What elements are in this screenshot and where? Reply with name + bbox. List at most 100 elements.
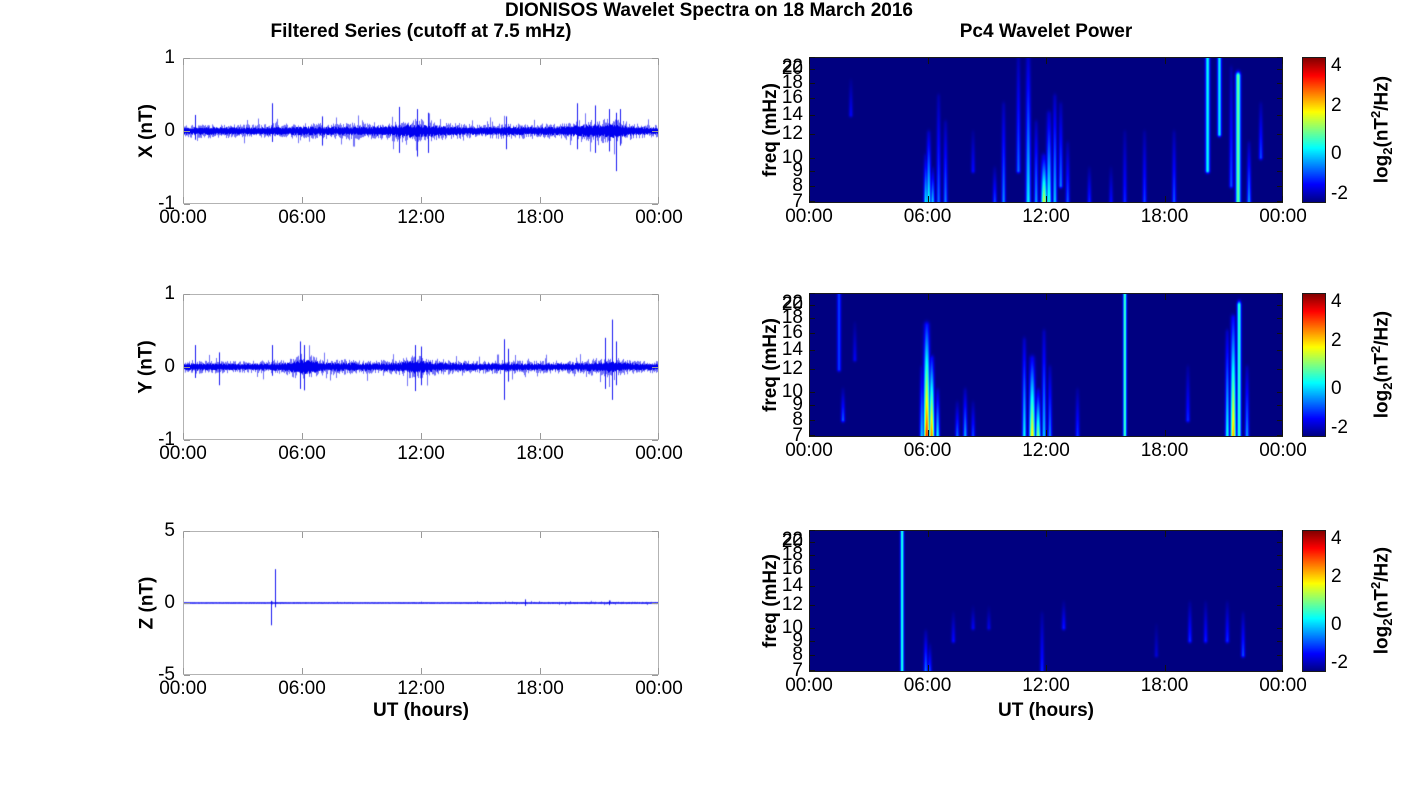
x-tick-label: 18:00 xyxy=(516,207,564,228)
main-title: DIONISOS Wavelet Spectra on 18 March 201… xyxy=(505,0,913,21)
freq-tick-label: 8 xyxy=(792,409,803,431)
x-tick-label: 06:00 xyxy=(903,440,952,461)
freq-tick-label: 10 xyxy=(781,616,803,638)
freq-tick-label: 12 xyxy=(781,358,803,380)
x-tick-label: 00:00 xyxy=(159,207,207,228)
ut-axis-label-left: UT (hours) xyxy=(372,700,470,721)
y-tick-label: 1 xyxy=(164,283,175,304)
x-series-plot xyxy=(183,58,659,204)
colorbar-z xyxy=(1302,530,1326,672)
colorbar-label: log2(nT2/Hz) xyxy=(1368,76,1396,184)
colorbar-tick-label: 0 xyxy=(1331,378,1342,399)
left-subtitle: Filtered Series (cutoff at 7.5 mHz) xyxy=(270,21,572,42)
freq-tick-label: 8 xyxy=(792,644,803,666)
wavelet-panel-x xyxy=(809,57,1283,203)
y-series-plot xyxy=(183,294,659,440)
x-tick-label: 00:00 xyxy=(635,678,683,699)
colorbar-tick-label: 2 xyxy=(1331,94,1342,116)
freq-tick-label: 9 xyxy=(792,394,803,416)
freq-tick-label: 14 xyxy=(781,338,803,360)
x-tick-label: 00:00 xyxy=(635,443,683,464)
series-panel-x xyxy=(183,58,659,204)
x-tick-label: 12:00 xyxy=(1022,206,1070,227)
x-tick-label: 00:00 xyxy=(1259,206,1307,227)
colorbar-tick-label: -2 xyxy=(1331,183,1348,204)
colorbar-gradient xyxy=(1302,293,1326,437)
y-tick-label: -1 xyxy=(158,193,175,214)
z-series-plot xyxy=(183,531,659,675)
x-tick-label: 06:00 xyxy=(903,206,952,227)
colorbar-label: log2(nT2/Hz) xyxy=(1368,547,1396,655)
colorbar-y xyxy=(1302,293,1326,437)
x-tick-label: 18:00 xyxy=(1140,675,1189,696)
colorbar-x xyxy=(1302,57,1326,203)
freq-tick-label: 20 xyxy=(781,530,803,552)
y-tick-label: 0 xyxy=(164,120,175,141)
x-tick-label: 00:00 xyxy=(1259,440,1307,461)
freq-tick-label: 7 xyxy=(792,660,803,681)
x-tick-label: 06:00 xyxy=(903,675,952,696)
colorbar-tick-label: -2 xyxy=(1331,652,1348,673)
freq-tick-label: 22 xyxy=(781,56,803,77)
y-tick-mark xyxy=(184,440,190,441)
ut-axis-label-right: UT (hours) xyxy=(997,700,1095,721)
freq-tick-label: 10 xyxy=(781,146,803,168)
x-tick-label: 12:00 xyxy=(1022,440,1070,461)
x-tick-label: 00:00 xyxy=(159,678,207,699)
y-tick-mark xyxy=(652,675,658,676)
freq-tick-label: 22 xyxy=(781,292,803,313)
freq-tick-label: 10 xyxy=(781,381,803,403)
x-tick-label: 00:00 xyxy=(159,443,207,464)
y-tick-mark xyxy=(652,204,658,205)
x-tick-label: 18:00 xyxy=(1140,206,1189,227)
x-tick-label: 00:00 xyxy=(785,675,833,696)
colorbar-tick-label: 2 xyxy=(1331,566,1342,588)
freq-tick-label: 14 xyxy=(781,575,803,597)
x-tick-label: 18:00 xyxy=(516,678,564,699)
x-tick-label: 06:00 xyxy=(278,443,326,464)
freq-tick-label: 7 xyxy=(792,191,803,212)
freq-tick-label: 18 xyxy=(781,71,803,93)
freq-tick-label: 18 xyxy=(781,307,803,329)
wavelet-panel-y xyxy=(809,293,1283,437)
colorbar-tick-label: 0 xyxy=(1331,613,1342,635)
y-tick-mark xyxy=(184,204,190,205)
freq-tick-label: 16 xyxy=(781,86,803,108)
freq-tick-label: 20 xyxy=(781,58,803,80)
x-tick-label: 12:00 xyxy=(397,443,445,464)
freq-tick-label: 20 xyxy=(781,293,803,315)
series-panel-y xyxy=(183,294,659,440)
x-tick-label: 00:00 xyxy=(785,440,833,461)
x-wavelet-heatmap xyxy=(809,57,1283,203)
y-tick-label: 0 xyxy=(164,356,175,377)
y-wavelet-heatmap xyxy=(809,293,1283,437)
colorbar-tick-label: 2 xyxy=(1331,330,1342,351)
colorbar-gradient xyxy=(1302,530,1326,672)
colorbar-tick-label: 4 xyxy=(1331,291,1342,312)
freq-tick-label: 8 xyxy=(792,174,803,196)
freq-tick-label: 12 xyxy=(781,594,803,616)
x-tick-label: 18:00 xyxy=(516,443,564,464)
x-tick-label: 12:00 xyxy=(397,207,445,228)
freq-tick-label: 9 xyxy=(792,629,803,651)
x-tick-label: 18:00 xyxy=(1140,440,1189,461)
freq-tick-label: 22 xyxy=(781,529,803,550)
z-wavelet-heatmap xyxy=(809,530,1283,672)
freq-tick-label: 12 xyxy=(781,123,803,145)
y-tick-label: 0 xyxy=(164,592,175,613)
freq-tick-label: 18 xyxy=(781,543,803,565)
colorbar-tick-label: 4 xyxy=(1331,528,1342,549)
colorbar-gradient xyxy=(1302,57,1326,203)
freq-tick-label: 9 xyxy=(792,159,803,181)
x-tick-label: 12:00 xyxy=(397,678,445,699)
freq-tick-label: 16 xyxy=(781,322,803,344)
x-tick-label: 06:00 xyxy=(278,678,326,699)
wavelet-panel-z xyxy=(809,530,1283,672)
series-panel-z xyxy=(183,531,659,675)
y-tick-label: -1 xyxy=(158,429,175,450)
freq-tick-label: 7 xyxy=(792,425,803,446)
x-tick-label: 00:00 xyxy=(785,206,833,227)
colorbar-label: log2(nT2/Hz) xyxy=(1368,311,1396,419)
y-tick-mark xyxy=(184,675,190,676)
